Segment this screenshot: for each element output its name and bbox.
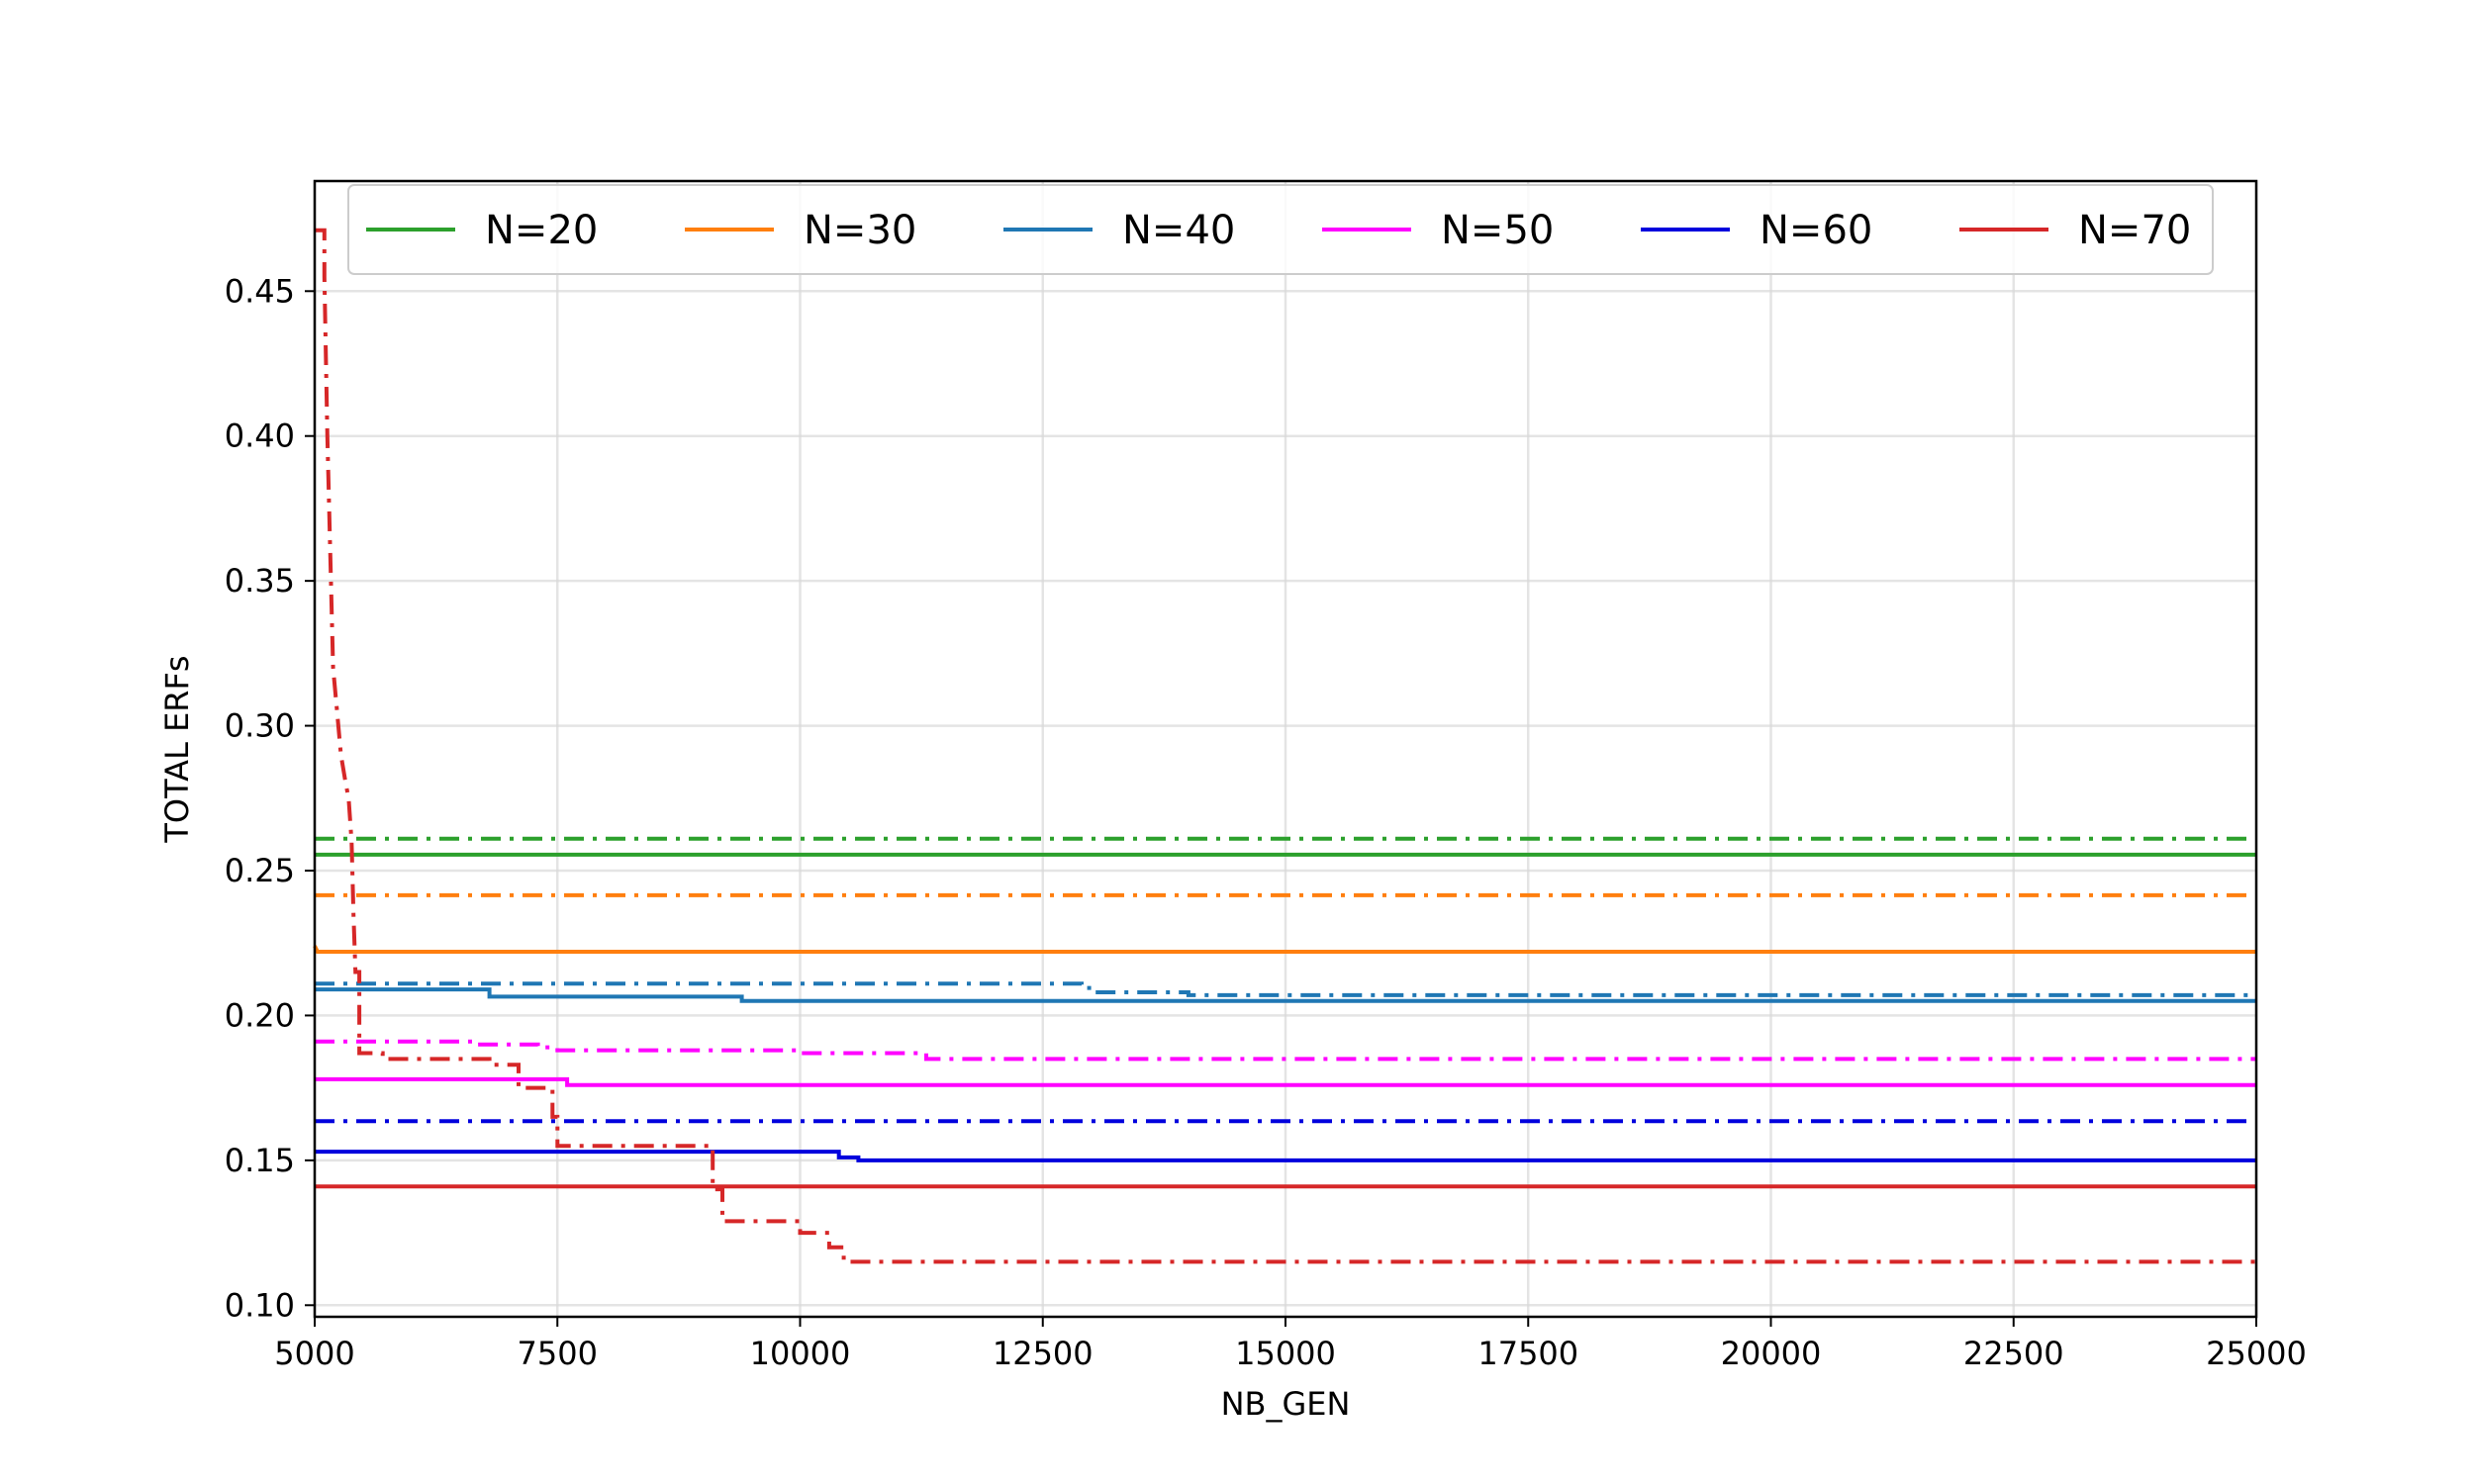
x-tick-label: 12500 [993, 1335, 1094, 1372]
y-axis-label: TOTAL ERFs [158, 655, 196, 843]
series-line-N40-dashdot [315, 981, 2256, 997]
legend-label: N=20 [485, 208, 598, 253]
legend: N=20 N=30 N=40 N=50 N=60 N=70 [347, 184, 2214, 275]
x-tick-label: 5000 [274, 1335, 354, 1372]
series-line-N50-solid [315, 1076, 2256, 1087]
x-tick-label: 22500 [1963, 1335, 2064, 1372]
x-tick-label: 15000 [1235, 1335, 1336, 1372]
y-tick-label: 0.25 [225, 852, 295, 889]
legend-label: N=30 [804, 208, 916, 253]
axis-ticks: 5000 7500 10000 12500 15000 17500 20000 22500 25… [225, 272, 2307, 1372]
legend-label: N=50 [1441, 208, 1554, 253]
x-tick-label: 20000 [1721, 1335, 1822, 1372]
series-lines [313, 228, 2256, 1264]
x-tick-label: 17500 [1477, 1335, 1578, 1372]
y-tick-label: 0.35 [225, 562, 295, 600]
legend-label: N=70 [2078, 208, 2191, 253]
y-tick-label: 0.45 [225, 272, 295, 310]
series-line-N40-solid [315, 987, 2256, 1003]
x-tick-label: 25000 [2206, 1335, 2307, 1372]
y-tick-label: 0.30 [225, 707, 295, 745]
y-tick-label: 0.10 [225, 1286, 295, 1324]
legend-label: N=60 [1760, 208, 1872, 253]
series-line-N50-dashdot [315, 1039, 2256, 1062]
legend-box [347, 184, 2214, 275]
x-tick-label: 7500 [518, 1335, 598, 1372]
legend-label: N=40 [1122, 208, 1235, 253]
x-axis-label: NB_GEN [1221, 1385, 1351, 1423]
x-tick-label: 10000 [750, 1335, 851, 1372]
y-tick-label: 0.20 [225, 996, 295, 1034]
y-tick-label: 0.15 [225, 1142, 295, 1179]
y-tick-label: 0.40 [225, 417, 295, 455]
series-line-N60-solid [315, 1150, 2256, 1162]
